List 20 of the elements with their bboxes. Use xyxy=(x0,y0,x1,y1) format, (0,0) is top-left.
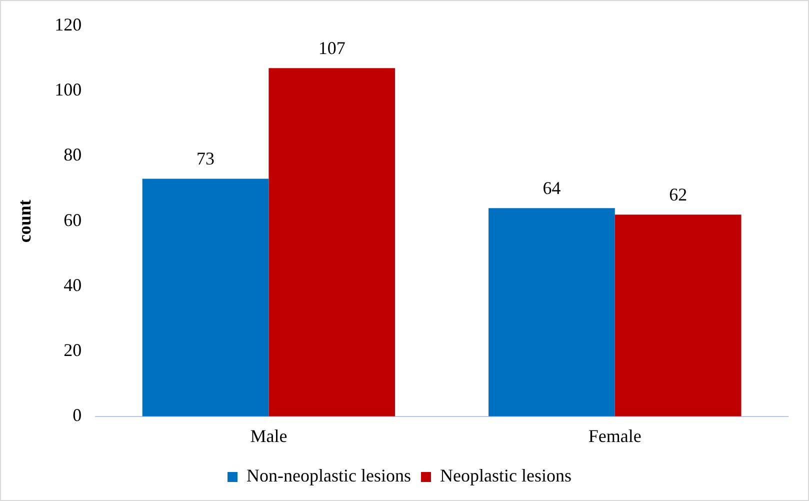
legend-label: Non-neoplastic lesions xyxy=(246,466,412,486)
y-tick-label: 40 xyxy=(64,274,82,295)
y-tick-label: 0 xyxy=(72,405,82,426)
y-tick-label: 120 xyxy=(54,14,82,35)
data-label: 73 xyxy=(196,148,215,169)
y-tick-label: 60 xyxy=(64,210,82,230)
bar xyxy=(488,208,615,416)
y-axis-title: count xyxy=(14,200,34,243)
y-tick-label: 80 xyxy=(64,144,82,165)
x-tick-label: Male xyxy=(250,426,288,446)
legend-label: Neoplastic lesions xyxy=(440,466,572,486)
x-tick-label: Female xyxy=(588,426,642,446)
data-label: 62 xyxy=(669,184,688,204)
bar xyxy=(614,214,742,416)
data-label: 64 xyxy=(542,178,561,198)
y-tick-label: 100 xyxy=(54,80,82,100)
bar xyxy=(142,178,269,416)
bar xyxy=(268,68,396,416)
y-tick-label: 20 xyxy=(64,340,82,360)
data-label: 107 xyxy=(318,38,346,58)
